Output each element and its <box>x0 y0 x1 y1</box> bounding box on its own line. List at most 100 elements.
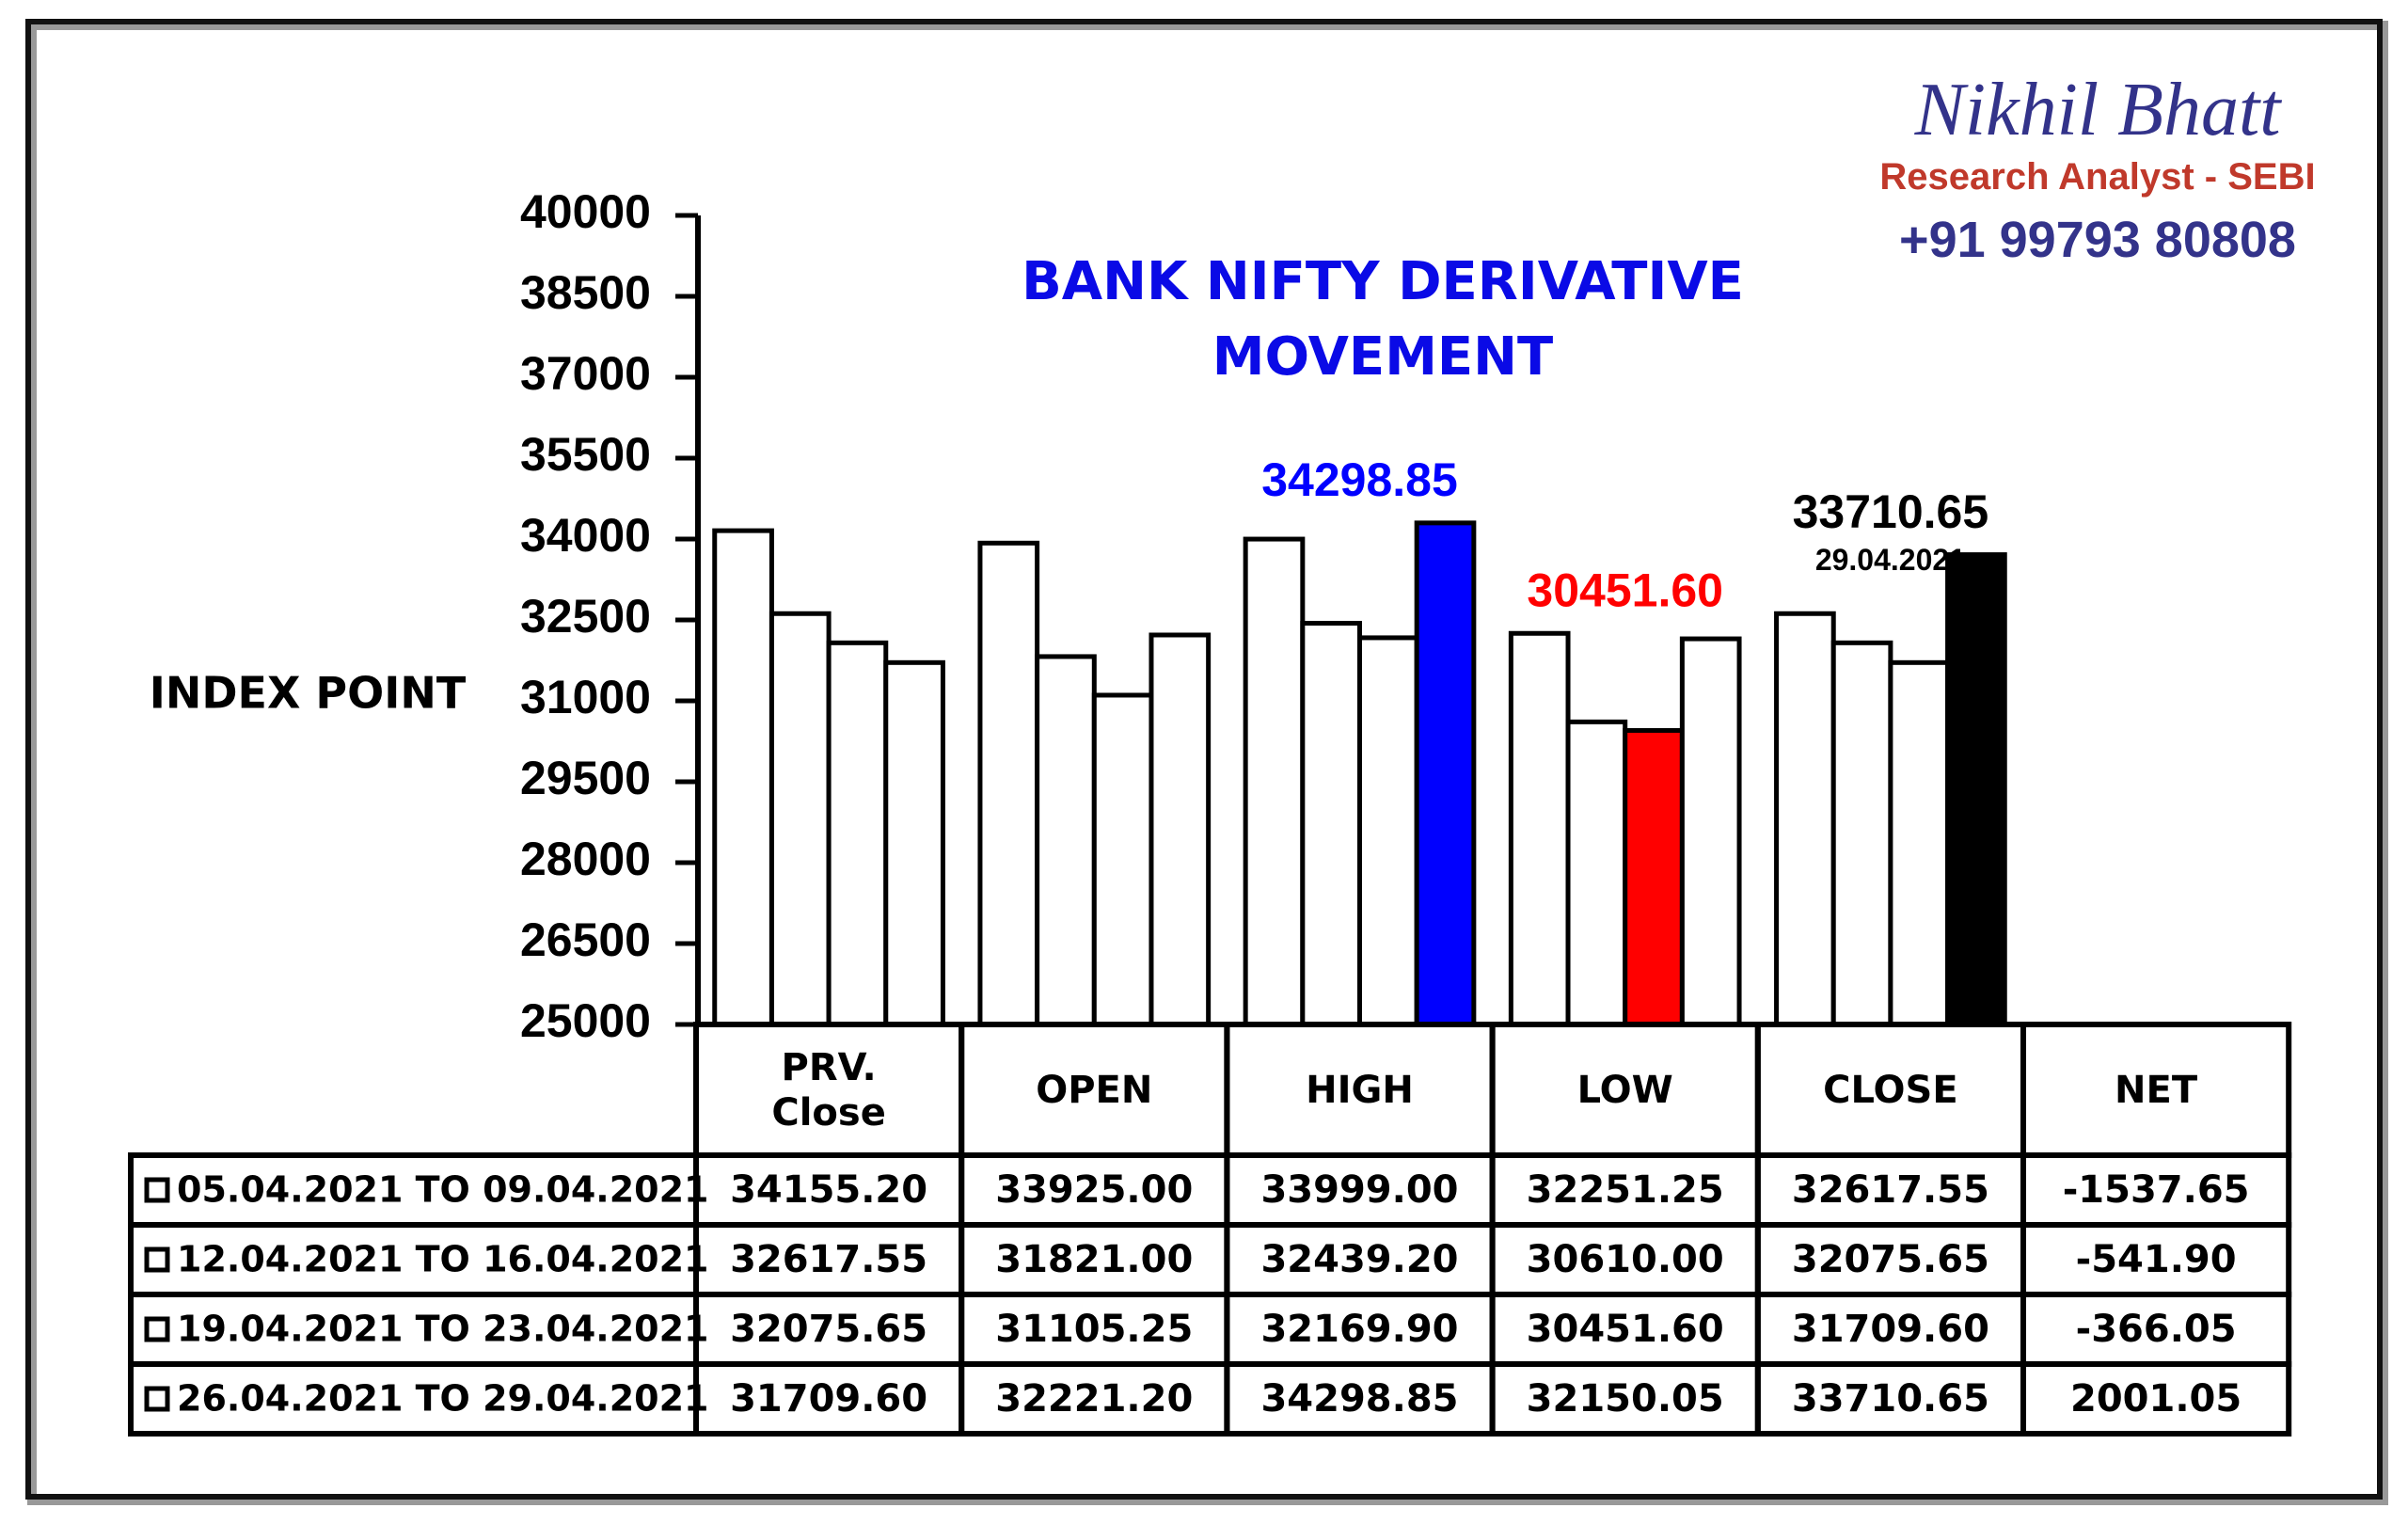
cell-box: 34298.85 <box>1260 1377 1459 1421</box>
table-header: NET <box>2115 1068 2198 1112</box>
author-name: Nikhil Bhatt <box>1914 69 2281 151</box>
table-value: 32169.90 <box>1260 1308 1459 1351</box>
table-value: 32439.20 <box>1260 1238 1459 1281</box>
frame-shadow <box>27 21 2388 1505</box>
table-value: 2001.05 <box>2070 1377 2242 1421</box>
bar <box>977 540 1040 1027</box>
cell-box: -366.05 <box>2075 1308 2237 1351</box>
y-tick-label: 29500 <box>520 752 651 804</box>
table-value: 33999.00 <box>1260 1168 1459 1212</box>
bar <box>1565 719 1628 1027</box>
bar <box>1508 630 1571 1027</box>
table-value: 31821.00 <box>995 1238 1194 1281</box>
table-value: 32075.65 <box>1791 1238 1989 1281</box>
y-tick-label: 34000 <box>520 509 651 562</box>
cell-box: 31105.25 <box>995 1308 1194 1351</box>
frame <box>25 19 2383 1500</box>
table-value: -541.90 <box>2075 1238 2237 1281</box>
y-tick-label: 35500 <box>520 428 651 481</box>
bar <box>1774 611 1836 1027</box>
cell-box: 33925.00 <box>995 1168 1194 1212</box>
bar <box>768 611 832 1027</box>
y-tick-label: 26500 <box>520 913 651 966</box>
y-tick-label: 28000 <box>520 833 651 885</box>
bar <box>1679 636 1742 1027</box>
table-cell <box>2020 1361 2292 1437</box>
table-value: 31709.60 <box>730 1377 928 1421</box>
y-tick-label: 31000 <box>520 671 651 723</box>
table-value: -366.05 <box>2075 1308 2237 1351</box>
cell-box: 34155.20 <box>730 1168 927 1212</box>
table-header: CLOSE <box>1823 1068 1958 1112</box>
table-header: HIGH <box>1306 1068 1414 1112</box>
bar <box>1035 654 1097 1027</box>
row-label: 05.04.2021 TO 09.04.2021 <box>177 1169 708 1211</box>
cell-box: 32617.55 <box>1791 1168 1989 1212</box>
table-value: 32617.55 <box>1791 1168 1989 1212</box>
table-header: PRV. Close <box>771 1045 886 1135</box>
bar <box>1357 635 1419 1027</box>
cell-box: 32617.55 <box>730 1238 927 1281</box>
cell-box: 31709.60 <box>730 1377 928 1421</box>
table-value: 30610.00 <box>1526 1238 1724 1281</box>
table-value: 32251.25 <box>1526 1168 1724 1212</box>
bar <box>883 659 945 1027</box>
bar <box>1243 536 1306 1027</box>
table-value: 30451.60 <box>1526 1308 1724 1351</box>
cell-box: NET <box>2115 1068 2198 1112</box>
cell-box: 33710.65 <box>1791 1377 1989 1421</box>
cell-box: OPEN <box>1036 1068 1153 1112</box>
table-value: 33710.65 <box>1791 1377 1989 1421</box>
legend-marker <box>144 1177 170 1203</box>
legend-marker <box>144 1386 170 1412</box>
bar <box>1149 632 1212 1027</box>
y-tick-label: 32500 <box>520 590 651 643</box>
legend-marker <box>144 1316 170 1342</box>
y-tick-label: 38500 <box>520 266 651 319</box>
cell-box: 32150.05 <box>1526 1377 1724 1421</box>
cell-box: 33999.00 <box>1260 1168 1459 1212</box>
y-tick-label: 40000 <box>520 185 651 238</box>
cell-box: 31709.60 <box>1791 1308 1989 1351</box>
row-label: 26.04.2021 TO 29.04.2021 <box>177 1378 708 1420</box>
cell-box: HIGH <box>1306 1068 1414 1112</box>
table-header: LOW <box>1576 1068 1673 1112</box>
bar <box>1091 692 1154 1027</box>
cell-box: 32221.20 <box>995 1377 1193 1421</box>
bar <box>1830 640 1893 1027</box>
bar <box>1945 552 2007 1027</box>
table-value: 31709.60 <box>1791 1308 1989 1351</box>
y-tick-label: 25000 <box>520 994 651 1047</box>
bar <box>712 528 774 1027</box>
table-value: 32075.65 <box>730 1308 928 1351</box>
cell-box: 31821.00 <box>995 1238 1194 1281</box>
table-value: 33925.00 <box>995 1168 1194 1212</box>
cell-box: CLOSE <box>1823 1068 1958 1112</box>
cell-box: PRV. Close <box>771 1045 886 1135</box>
table-value: 32150.05 <box>1526 1377 1724 1421</box>
cell-box: 32169.90 <box>1260 1308 1459 1351</box>
cell-box: -1537.65 <box>2062 1168 2250 1212</box>
bar <box>1888 659 1951 1027</box>
cell-box: 32075.65 <box>1791 1238 1989 1281</box>
y-tick-label: 37000 <box>520 347 651 400</box>
value-label: 30451.60 <box>1527 564 1723 616</box>
cell-box: LOW <box>1576 1068 1673 1112</box>
table-value: 34298.85 <box>1260 1377 1459 1421</box>
annotation: 29.04.2021 <box>1815 543 1966 577</box>
legend-marker <box>144 1246 170 1273</box>
author-role: Research Analyst - SEBI <box>1879 156 2316 198</box>
table-value: 31105.25 <box>995 1308 1194 1351</box>
bar <box>1414 520 1477 1027</box>
y-axis-label: INDEX POINT <box>150 668 467 719</box>
bar <box>826 640 889 1027</box>
chart-title: BANK NIFTY DERIVATIVE MOVEMENT <box>1022 251 1744 388</box>
cell-box: 32075.65 <box>730 1308 928 1351</box>
table-value: -1537.65 <box>2062 1168 2250 1212</box>
author-phone: +91 99793 80808 <box>1899 212 2296 268</box>
cell-box: 32439.20 <box>1260 1238 1459 1281</box>
table-header: OPEN <box>1036 1068 1153 1112</box>
cell-box: -541.90 <box>2075 1238 2237 1281</box>
